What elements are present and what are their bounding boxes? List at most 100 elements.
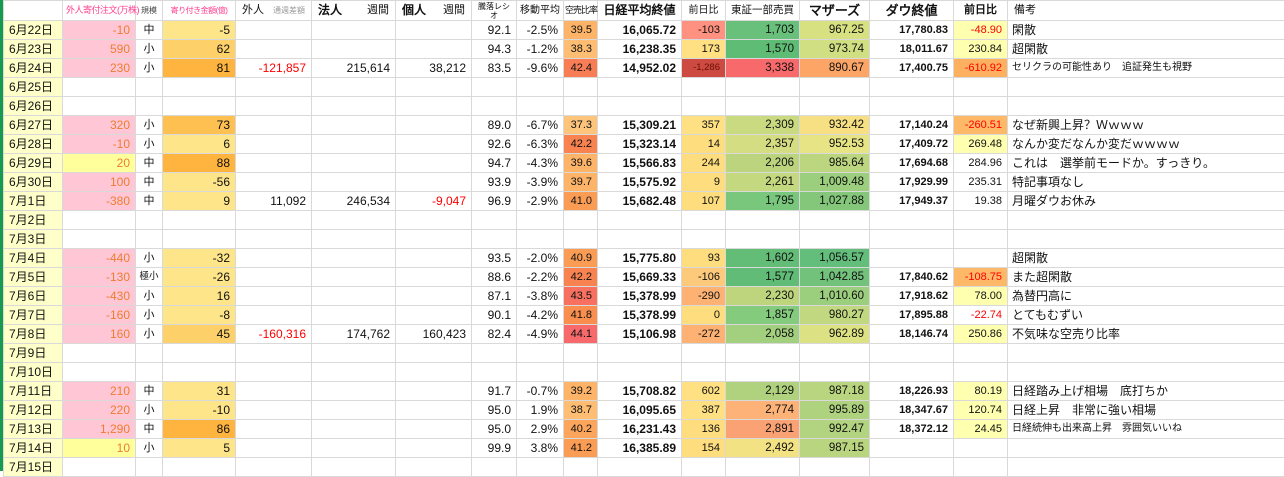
cell-size[interactable]: 中 [136,420,163,439]
cell-note[interactable] [1008,97,1284,116]
cell-indiv-week[interactable] [396,135,472,154]
cell-tse1-value[interactable]: 1,602 [726,249,800,268]
cell-moving-avg[interactable]: 2.9% [517,420,564,439]
cell-moving-avg[interactable]: -4.9% [517,325,564,344]
cell-dow-change[interactable]: 230.84 [954,40,1008,59]
cell-date[interactable]: 7月7日 [4,306,63,325]
cell-updown-ratio[interactable]: 93.5 [472,249,517,268]
cell-dow-change[interactable]: -260.51 [954,116,1008,135]
header-moving-avg[interactable]: 移動平均 [517,1,564,21]
cell-short-ratio[interactable]: 42.2 [564,135,598,154]
header-indiv-week[interactable]: 個人週間 [396,1,472,21]
cell-note[interactable]: 日経続伸も出来高上昇 雰囲気いいね [1008,420,1284,439]
cell-dow-close[interactable] [870,249,954,268]
cell-nikkei-close[interactable] [598,97,682,116]
cell-moving-avg[interactable]: -3.9% [517,173,564,192]
cell-size[interactable] [136,363,163,382]
header-updown-ratio[interactable]: 騰落レシオ [472,1,517,21]
cell-indiv-week[interactable] [396,97,472,116]
cell-short-ratio[interactable]: 37.3 [564,116,598,135]
cell-short-ratio[interactable] [564,363,598,382]
cell-foreign-order[interactable]: -440 [63,249,136,268]
cell-note[interactable]: これは 選挙前モードか。すっきり。 [1008,154,1284,173]
cell-mothers[interactable] [800,78,870,97]
header-nikkei-change[interactable]: 前日比 [682,1,726,21]
cell-tse1-value[interactable]: 1,857 [726,306,800,325]
cell-opening-amount[interactable]: 86 [163,420,236,439]
cell-note[interactable]: 特記事項なし [1008,173,1284,192]
cell-corp-week[interactable]: 246,534 [312,192,396,211]
cell-foreign-order[interactable] [63,458,136,477]
cell-date[interactable]: 6月27日 [4,116,63,135]
cell-dow-close[interactable] [870,78,954,97]
cell-dow-change[interactable]: -610.92 [954,59,1008,78]
cell-note[interactable]: セリクラの可能性あり 追証発生も視野 [1008,59,1284,78]
cell-dow-close[interactable]: 17,694.68 [870,154,954,173]
cell-foreign-week[interactable] [236,363,312,382]
cell-moving-avg[interactable] [517,458,564,477]
cell-corp-week[interactable] [312,211,396,230]
cell-opening-amount[interactable]: -32 [163,249,236,268]
cell-foreign-week[interactable] [236,211,312,230]
cell-nikkei-close[interactable]: 15,682.48 [598,192,682,211]
cell-foreign-week[interactable] [236,420,312,439]
cell-nikkei-close[interactable] [598,230,682,249]
cell-opening-amount[interactable] [163,97,236,116]
cell-mothers[interactable]: 987.15 [800,439,870,458]
cell-short-ratio[interactable]: 39.7 [564,173,598,192]
cell-moving-avg[interactable] [517,211,564,230]
cell-date[interactable]: 7月12日 [4,401,63,420]
cell-size[interactable]: 小 [136,116,163,135]
cell-tse1-value[interactable]: 1,703 [726,21,800,40]
cell-note[interactable]: 不気味な空売り比率 [1008,325,1284,344]
cell-dow-close[interactable]: 18,372.12 [870,420,954,439]
header-date[interactable] [4,1,63,21]
cell-date[interactable]: 7月11日 [4,382,63,401]
cell-mothers[interactable] [800,363,870,382]
cell-updown-ratio[interactable]: 87.1 [472,287,517,306]
cell-updown-ratio[interactable]: 83.5 [472,59,517,78]
cell-foreign-order[interactable]: 20 [63,154,136,173]
cell-mothers[interactable] [800,344,870,363]
cell-moving-avg[interactable]: -4.3% [517,154,564,173]
cell-tse1-value[interactable] [726,363,800,382]
cell-corp-week[interactable] [312,173,396,192]
cell-mothers[interactable]: 992.47 [800,420,870,439]
cell-mothers[interactable]: 980.27 [800,306,870,325]
cell-dow-change[interactable]: 269.48 [954,135,1008,154]
cell-dow-change[interactable]: 80.19 [954,382,1008,401]
cell-tse1-value[interactable] [726,458,800,477]
cell-short-ratio[interactable]: 40.9 [564,249,598,268]
cell-updown-ratio[interactable]: 94.7 [472,154,517,173]
cell-foreign-week[interactable] [236,154,312,173]
cell-tse1-value[interactable]: 1,795 [726,192,800,211]
cell-foreign-week[interactable] [236,116,312,135]
cell-size[interactable]: 小 [136,40,163,59]
cell-size[interactable]: 小 [136,401,163,420]
cell-dow-close[interactable] [870,363,954,382]
cell-short-ratio[interactable]: 41.8 [564,306,598,325]
cell-corp-week[interactable] [312,268,396,287]
cell-nikkei-close[interactable]: 15,378.99 [598,287,682,306]
cell-moving-avg[interactable]: 1.9% [517,401,564,420]
cell-opening-amount[interactable]: 16 [163,287,236,306]
cell-short-ratio[interactable]: 39.5 [564,21,598,40]
cell-dow-change[interactable]: -108.75 [954,268,1008,287]
cell-moving-avg[interactable]: -6.3% [517,135,564,154]
cell-nikkei-close[interactable]: 15,669.33 [598,268,682,287]
cell-dow-change[interactable] [954,458,1008,477]
cell-corp-week[interactable]: 174,762 [312,325,396,344]
cell-nikkei-close[interactable] [598,458,682,477]
cell-nikkei-change[interactable]: 173 [682,40,726,59]
cell-foreign-week[interactable] [236,287,312,306]
cell-short-ratio[interactable]: 42.2 [564,268,598,287]
cell-updown-ratio[interactable] [472,363,517,382]
cell-indiv-week[interactable] [396,78,472,97]
cell-tse1-value[interactable]: 2,129 [726,382,800,401]
cell-corp-week[interactable] [312,363,396,382]
cell-dow-change[interactable] [954,363,1008,382]
cell-opening-amount[interactable]: -26 [163,268,236,287]
cell-opening-amount[interactable]: 81 [163,59,236,78]
cell-short-ratio[interactable] [564,230,598,249]
cell-dow-change[interactable] [954,344,1008,363]
